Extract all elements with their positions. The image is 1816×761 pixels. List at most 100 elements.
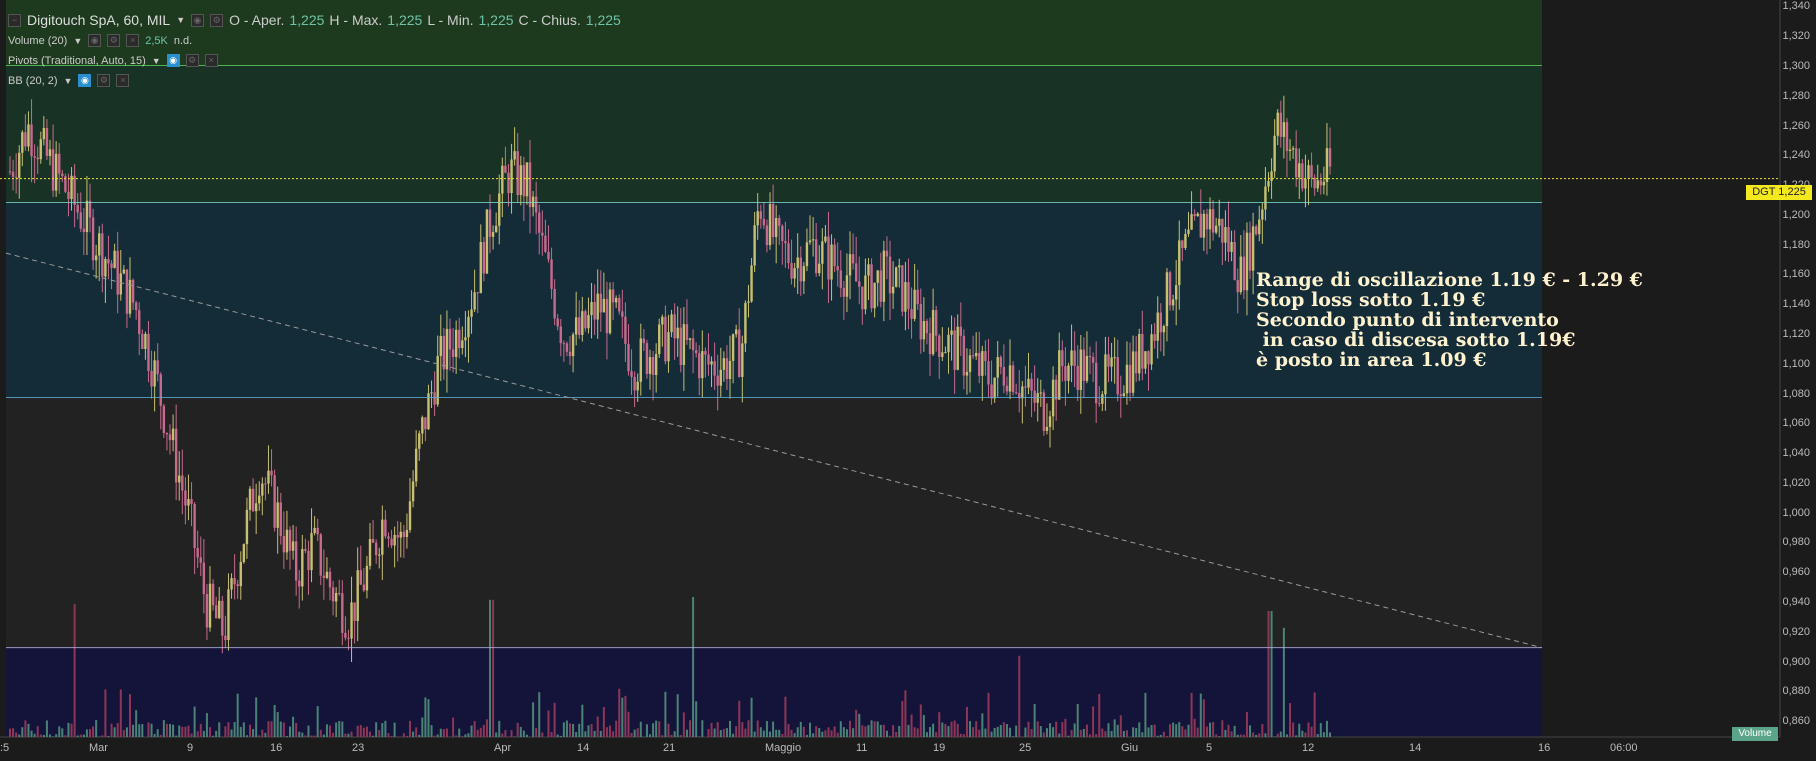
y-tick-label: 1,020 bbox=[1782, 476, 1810, 489]
x-tick-label: 11 bbox=[856, 742, 868, 754]
volume-bar bbox=[778, 729, 781, 737]
candle bbox=[734, 324, 738, 338]
candle bbox=[113, 243, 116, 269]
volume-bar bbox=[1202, 699, 1205, 737]
close-icon[interactable]: × bbox=[116, 74, 130, 87]
settings-icon[interactable]: ⚙ bbox=[185, 54, 199, 67]
eye-icon[interactable]: ◉ bbox=[78, 74, 92, 87]
candle bbox=[1144, 351, 1147, 374]
candle bbox=[1273, 119, 1276, 178]
eye-icon[interactable]: ◉ bbox=[191, 13, 205, 27]
candle bbox=[319, 532, 322, 586]
volume-bar bbox=[1132, 727, 1135, 737]
pivots-indicator-legend: Pivots (Traditional, Auto, 15) ▼ ◉ ⚙ × bbox=[8, 54, 218, 67]
candle bbox=[190, 482, 193, 527]
candle bbox=[525, 162, 529, 205]
eye-icon[interactable]: ◉ bbox=[88, 34, 102, 47]
y-tick-label: 0,880 bbox=[1782, 685, 1810, 698]
chevron-down-icon[interactable]: ▼ bbox=[176, 15, 186, 25]
candle bbox=[550, 247, 553, 300]
volume-bar bbox=[1058, 733, 1061, 737]
candle bbox=[624, 302, 627, 363]
candle bbox=[821, 228, 824, 290]
candle bbox=[581, 296, 584, 342]
bb-indicator-label[interactable]: BB (20, 2) bbox=[8, 74, 58, 87]
candle bbox=[673, 303, 676, 360]
candle bbox=[722, 351, 726, 382]
chevron-down-icon[interactable]: ▼ bbox=[63, 75, 73, 86]
volume-bar bbox=[609, 725, 612, 737]
volume-bar bbox=[941, 722, 944, 737]
candle bbox=[116, 231, 119, 314]
settings-icon[interactable]: ⚙ bbox=[107, 34, 121, 47]
volume-bar bbox=[356, 725, 359, 737]
candle bbox=[51, 124, 55, 197]
volume-bar bbox=[282, 722, 285, 737]
analysis-annotation[interactable]: Range di oscillazione 1.19 € - 1.29 € St… bbox=[1256, 269, 1643, 371]
candle bbox=[1285, 117, 1289, 178]
candle bbox=[648, 349, 652, 390]
volume-indicator-label[interactable]: Volume (20) bbox=[8, 34, 68, 47]
candle bbox=[214, 596, 218, 619]
settings-icon[interactable]: ⚙ bbox=[210, 13, 224, 27]
volume-bar bbox=[264, 732, 267, 737]
volume-bar bbox=[725, 728, 728, 737]
candle bbox=[771, 184, 775, 245]
y-tick-label: 1,300 bbox=[1782, 60, 1810, 72]
close-icon[interactable]: × bbox=[204, 54, 218, 67]
candle bbox=[384, 510, 387, 539]
collapse-icon[interactable]: − bbox=[8, 13, 21, 27]
chevron-down-icon[interactable]: ▼ bbox=[151, 55, 161, 66]
volume-bar bbox=[436, 734, 439, 737]
candle bbox=[1076, 345, 1079, 402]
y-tick-label: 0,860 bbox=[1782, 715, 1810, 728]
candle bbox=[630, 349, 633, 395]
volume-bar bbox=[802, 726, 805, 737]
volume-bar bbox=[981, 713, 984, 737]
candle bbox=[134, 300, 138, 320]
volume-bar bbox=[842, 727, 845, 737]
y-tick-label: 1,160 bbox=[1782, 268, 1810, 281]
candle bbox=[270, 449, 273, 487]
volume-bar bbox=[525, 734, 528, 737]
volume-bar bbox=[384, 720, 387, 737]
candle bbox=[513, 127, 516, 166]
pivots-indicator-label[interactable]: Pivots (Traditional, Auto, 15) bbox=[8, 54, 146, 67]
volume-bar bbox=[495, 732, 498, 737]
candle bbox=[621, 289, 624, 339]
volume-bar bbox=[276, 712, 279, 737]
candle bbox=[359, 545, 362, 586]
candle bbox=[762, 202, 766, 230]
candle bbox=[1064, 347, 1067, 406]
candle bbox=[144, 331, 147, 360]
volume-bar bbox=[1055, 721, 1058, 737]
candle bbox=[107, 235, 110, 280]
candle bbox=[851, 233, 855, 270]
volume-bar bbox=[732, 733, 735, 737]
candle bbox=[1227, 201, 1230, 262]
x-tick-label: 5 bbox=[1206, 742, 1213, 754]
volume-bar bbox=[1045, 728, 1048, 737]
candle bbox=[1178, 220, 1181, 310]
volume-bar bbox=[156, 729, 159, 737]
close-icon[interactable]: × bbox=[126, 34, 140, 47]
volume-bar bbox=[1061, 722, 1064, 737]
volume-bar bbox=[799, 721, 802, 737]
volume-bars bbox=[9, 597, 1332, 737]
symbol-title[interactable]: Digitouch SpA, 60, MIL bbox=[27, 12, 171, 28]
settings-icon[interactable]: ⚙ bbox=[97, 74, 111, 87]
candle bbox=[814, 222, 818, 277]
ohlc-values: O - Aper. 1,225 H - Max. 1,225 L - Min. 1,2… bbox=[229, 12, 621, 28]
volume-bar bbox=[892, 725, 895, 737]
volume-bar bbox=[113, 727, 116, 737]
eye-icon[interactable]: ◉ bbox=[166, 54, 180, 67]
chevron-down-icon[interactable]: ▼ bbox=[73, 35, 83, 46]
volume-bar bbox=[1012, 736, 1015, 737]
volume-bar bbox=[350, 731, 353, 737]
volume-bar bbox=[867, 725, 870, 737]
high-label: H - Max. bbox=[329, 12, 383, 28]
candle bbox=[1319, 173, 1323, 195]
candle bbox=[1282, 95, 1286, 159]
